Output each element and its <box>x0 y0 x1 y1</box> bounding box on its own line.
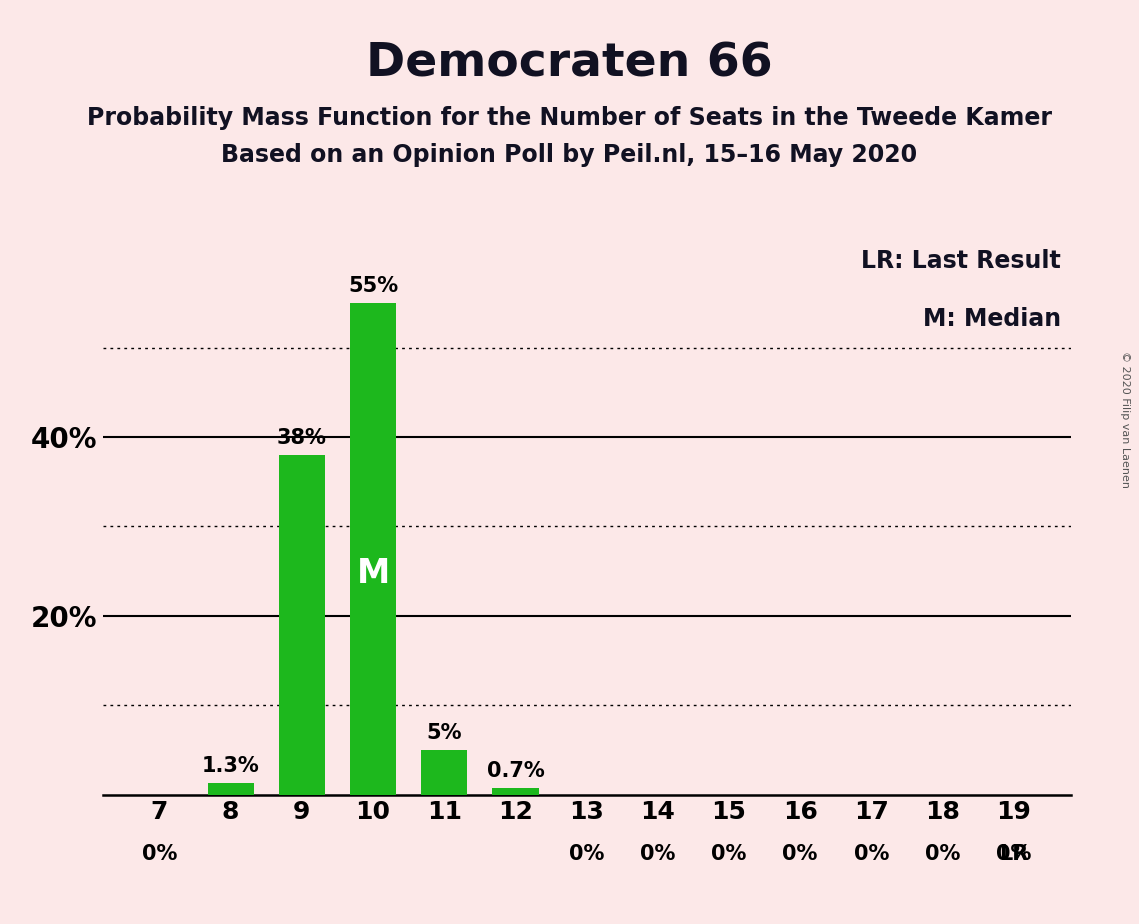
Bar <box>350 303 396 795</box>
Text: 0%: 0% <box>995 844 1032 864</box>
Text: 1.3%: 1.3% <box>202 756 260 776</box>
Text: Probability Mass Function for the Number of Seats in the Tweede Kamer: Probability Mass Function for the Number… <box>87 106 1052 130</box>
Text: 0%: 0% <box>141 844 178 864</box>
Text: Democraten 66: Democraten 66 <box>366 42 773 87</box>
Text: 0%: 0% <box>711 844 747 864</box>
Text: 0.7%: 0.7% <box>486 761 544 781</box>
Text: Based on an Opinion Poll by Peil.nl, 15–16 May 2020: Based on an Opinion Poll by Peil.nl, 15–… <box>221 143 918 167</box>
Text: LR: Last Result: LR: Last Result <box>861 249 1060 273</box>
Text: M: Median: M: Median <box>923 307 1060 331</box>
Text: 38%: 38% <box>277 428 327 448</box>
Text: 55%: 55% <box>347 275 399 296</box>
Text: 5%: 5% <box>426 723 462 743</box>
Text: 0%: 0% <box>640 844 675 864</box>
Bar <box>421 750 467 795</box>
Text: 0%: 0% <box>925 844 960 864</box>
Text: LR: LR <box>999 844 1029 864</box>
Text: 0%: 0% <box>853 844 890 864</box>
Bar <box>492 788 539 795</box>
Bar <box>279 455 325 795</box>
Text: 0%: 0% <box>568 844 605 864</box>
Text: 0%: 0% <box>782 844 818 864</box>
Bar <box>207 783 254 795</box>
Text: M: M <box>357 557 390 590</box>
Text: © 2020 Filip van Laenen: © 2020 Filip van Laenen <box>1121 351 1130 488</box>
